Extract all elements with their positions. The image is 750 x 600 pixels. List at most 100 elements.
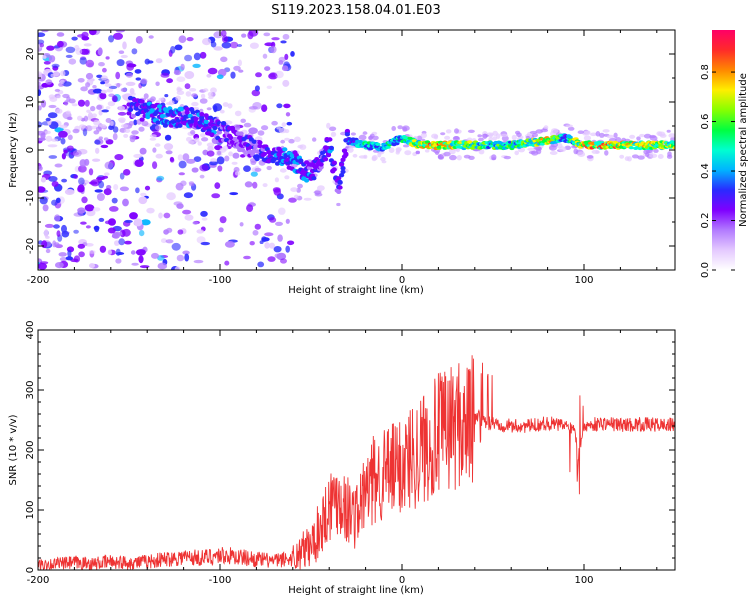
noise-cell bbox=[182, 209, 192, 215]
colorbar: 0.0 0.2 0.4 0.6 0.8 Normalized spectral ampl… bbox=[700, 30, 749, 278]
ridge-cell bbox=[184, 110, 190, 115]
noise-cell bbox=[112, 232, 121, 239]
noise-cell bbox=[55, 262, 64, 269]
scatter-cell bbox=[602, 129, 610, 133]
ridge-cell bbox=[470, 146, 476, 150]
noise-cell bbox=[38, 130, 46, 136]
noise-cell bbox=[60, 137, 66, 145]
ridge-cell bbox=[340, 166, 346, 171]
noise-cell bbox=[160, 238, 168, 244]
noise-cell bbox=[288, 197, 297, 203]
y-tick-label: 0 bbox=[25, 147, 36, 153]
noise-cell bbox=[157, 262, 168, 270]
scatter-cell bbox=[104, 83, 112, 87]
y-tick-label: 100 bbox=[25, 500, 36, 519]
noise-cell bbox=[38, 193, 41, 198]
noise-cell bbox=[77, 207, 86, 214]
noise-cell bbox=[182, 250, 190, 255]
scatter-cell bbox=[71, 103, 78, 107]
scatter-cell bbox=[358, 155, 367, 159]
noise-cell bbox=[151, 252, 159, 259]
noise-cell bbox=[210, 158, 217, 163]
scatter-cell bbox=[186, 136, 192, 142]
noise-cell bbox=[77, 184, 85, 193]
noise-cell bbox=[48, 176, 58, 182]
noise-cell bbox=[41, 30, 49, 33]
ridge-cell bbox=[126, 111, 132, 116]
x-tick-label: 100 bbox=[574, 575, 593, 586]
noise-cell bbox=[243, 165, 251, 172]
ridge-cell bbox=[238, 131, 244, 136]
ridge-cell bbox=[261, 151, 267, 157]
noise-cell bbox=[163, 143, 174, 151]
noise-cell bbox=[105, 106, 111, 110]
noise-cell bbox=[219, 216, 227, 224]
noise-cell bbox=[105, 56, 110, 60]
spectrogram-x-ticks: -200 -100 0 100 bbox=[27, 30, 658, 286]
noise-cell bbox=[134, 159, 144, 167]
noise-cell bbox=[233, 65, 241, 71]
scatter-cell bbox=[101, 89, 108, 94]
noise-cell bbox=[192, 63, 201, 68]
noise-cell bbox=[206, 73, 212, 78]
noise-cell bbox=[199, 51, 207, 59]
noise-cell bbox=[188, 181, 195, 185]
ridge-cell bbox=[157, 104, 163, 109]
scatter-cell bbox=[59, 124, 68, 129]
ridge-cell bbox=[282, 147, 288, 152]
noise-cell bbox=[166, 192, 176, 201]
scatter-cell bbox=[149, 134, 157, 138]
noise-cell bbox=[278, 60, 284, 65]
noise-cell bbox=[45, 248, 51, 254]
noise-cell bbox=[93, 207, 101, 212]
scatter-cell bbox=[192, 106, 200, 111]
noise-cell bbox=[173, 201, 183, 206]
noise-cell bbox=[126, 63, 137, 68]
noise-cell bbox=[78, 165, 87, 173]
snr-x-label: Height of straight line (km) bbox=[288, 585, 424, 596]
scatter-cell bbox=[106, 88, 114, 93]
scatter-cell bbox=[532, 132, 538, 138]
scatter-cell bbox=[528, 150, 537, 155]
noise-cell bbox=[184, 83, 191, 90]
scatter-cell bbox=[653, 148, 659, 153]
scatter-cell bbox=[257, 130, 265, 136]
noise-cell bbox=[96, 74, 103, 79]
x-tick-label: 0 bbox=[399, 275, 405, 286]
noise-cell bbox=[229, 192, 239, 196]
noise-cell bbox=[275, 221, 283, 226]
noise-cell bbox=[254, 85, 260, 92]
scatter-cell bbox=[131, 130, 139, 135]
noise-cell bbox=[273, 188, 281, 196]
scatter-cell bbox=[274, 177, 279, 183]
noise-cell bbox=[262, 53, 268, 59]
scatter-cell bbox=[48, 104, 57, 109]
scatter-cell bbox=[45, 79, 53, 85]
x-tick-label: -200 bbox=[27, 275, 50, 286]
scatter-cell bbox=[631, 154, 639, 159]
scatter-cell bbox=[416, 135, 423, 142]
noise-cell bbox=[53, 224, 60, 229]
noise-cell bbox=[109, 206, 119, 212]
snr-x-ticks: -200 -100 0 100 bbox=[27, 330, 658, 586]
scatter-cell bbox=[83, 115, 88, 122]
spectrogram-y-label: Frequency (Hz) bbox=[8, 112, 19, 188]
ridge-cell bbox=[343, 152, 349, 157]
colorbar-tick-label: 0.6 bbox=[700, 114, 711, 130]
noise-cell bbox=[84, 204, 95, 212]
noise-cell bbox=[53, 242, 60, 247]
scatter-cell bbox=[96, 104, 103, 110]
scatter-cell bbox=[395, 147, 402, 152]
noise-cell bbox=[213, 105, 218, 113]
noise-cell bbox=[97, 47, 103, 56]
scatter-cell bbox=[599, 132, 605, 138]
scatter-cell bbox=[595, 150, 600, 154]
noise-cell bbox=[92, 88, 103, 94]
noise-cell bbox=[56, 230, 61, 238]
scatter-cell bbox=[90, 105, 96, 112]
noise-cell bbox=[139, 230, 145, 237]
noise-cell bbox=[165, 150, 173, 155]
noise-cell bbox=[277, 234, 283, 242]
scatter-cell bbox=[637, 155, 645, 160]
scatter-cell bbox=[261, 125, 269, 131]
